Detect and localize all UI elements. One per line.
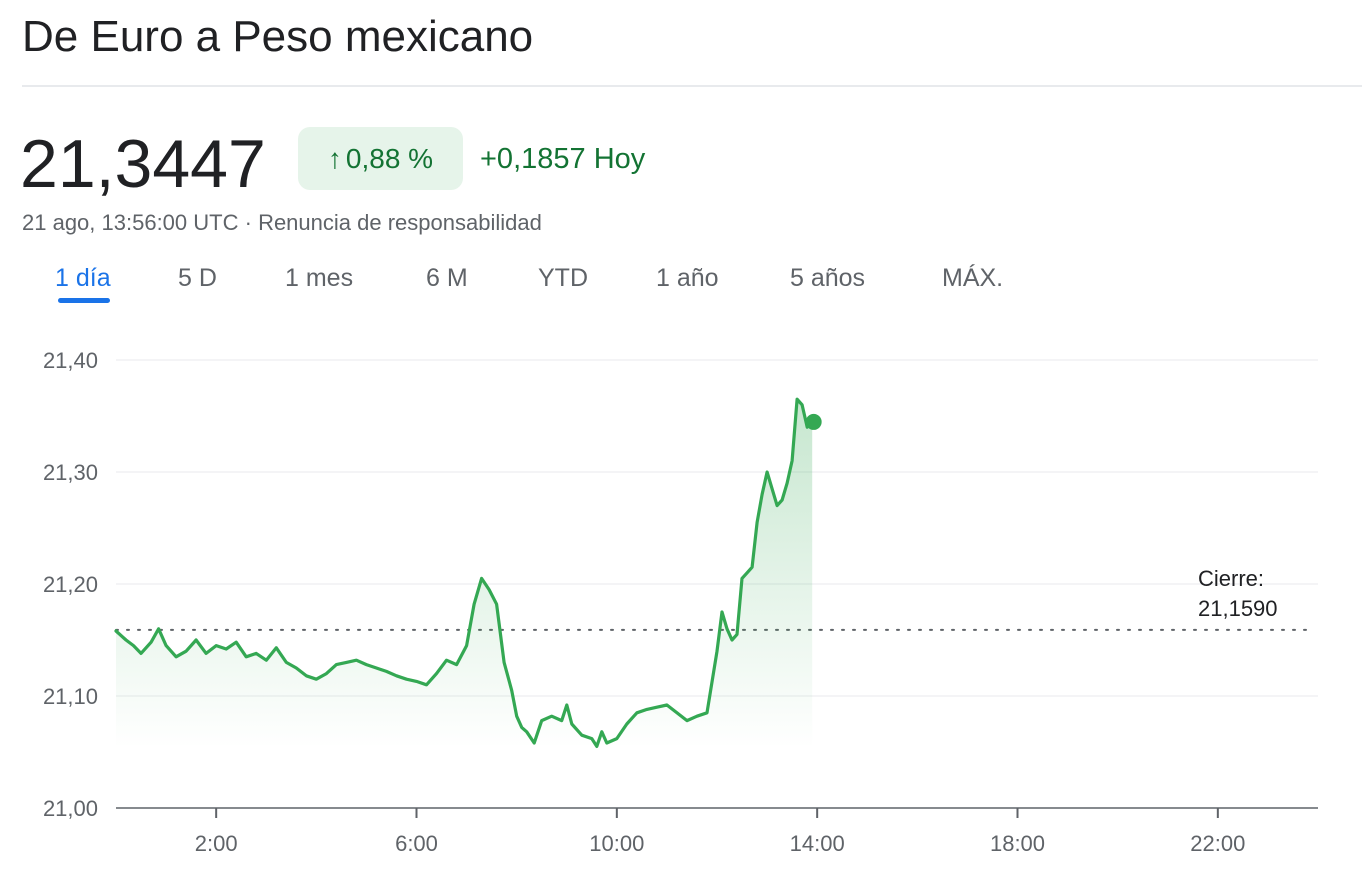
- current-price: 21,3447: [20, 126, 266, 202]
- active-tab-indicator: [58, 298, 110, 303]
- meta-separator: ·: [244, 210, 252, 235]
- disclaimer-link[interactable]: Renuncia de responsabilidad: [258, 210, 542, 235]
- tab-1-mes[interactable]: 1 mes: [285, 264, 354, 292]
- y-tick-label: 21,00: [43, 796, 98, 821]
- x-tick-label: 10:00: [589, 831, 644, 856]
- series-area: [116, 399, 813, 748]
- y-tick-label: 21,10: [43, 684, 98, 709]
- tab-5-d[interactable]: 5 D: [178, 264, 217, 292]
- tab-6-m[interactable]: 6 M: [426, 264, 468, 292]
- arrow-up-icon: ↑: [327, 142, 342, 174]
- x-tick-label: 22:00: [1190, 831, 1245, 856]
- x-tick-label: 2:00: [195, 831, 238, 856]
- tab-max[interactable]: MÁX.: [942, 264, 1004, 292]
- tab-ytd[interactable]: YTD: [538, 264, 588, 292]
- current-value-dot: [805, 413, 822, 430]
- y-tick-label: 21,40: [43, 348, 98, 373]
- quote-meta: 21 ago, 13:56:00 UTC · Renuncia de respo…: [22, 208, 542, 238]
- range-tabs: 1 día 5 D 1 mes 6 M YTD 1 año 5 años MÁX…: [0, 260, 1362, 306]
- page-title: De Euro a Peso mexicano: [22, 12, 534, 61]
- x-tick-label: 14:00: [790, 831, 845, 856]
- absolute-change-value: +0,1857 Hoy: [480, 143, 646, 175]
- header-divider: [22, 85, 1362, 87]
- percent-change-badge: ↑ 0,88 %: [298, 127, 463, 190]
- tab-1-dia[interactable]: 1 día: [55, 264, 111, 292]
- previous-close-value: 21,1590: [1198, 596, 1278, 621]
- tab-1-ano[interactable]: 1 año: [656, 264, 719, 292]
- x-tick-label: 18:00: [990, 831, 1045, 856]
- y-tick-label: 21,30: [43, 460, 98, 485]
- y-tick-label: 21,20: [43, 572, 98, 597]
- series-line: [114, 397, 814, 748]
- x-tick-label: 6:00: [395, 831, 438, 856]
- percent-change-value: 0,88 %: [345, 142, 434, 174]
- tab-5-anos[interactable]: 5 años: [790, 264, 866, 292]
- quote-timestamp: 21 ago, 13:56:00 UTC: [22, 210, 239, 235]
- previous-close-label: Cierre:: [1198, 566, 1264, 591]
